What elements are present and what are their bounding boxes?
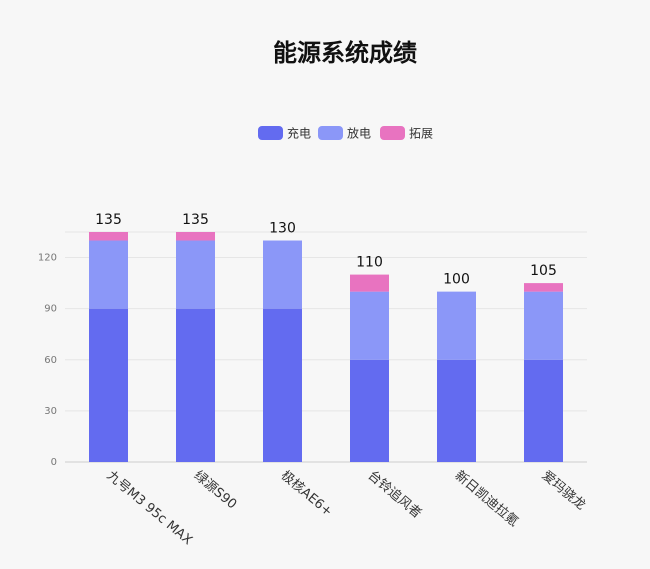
bar-segment bbox=[350, 291, 389, 360]
y-tick-label: 60 bbox=[44, 355, 57, 366]
bar-segment bbox=[437, 359, 476, 462]
bar-segment bbox=[524, 291, 563, 360]
x-tick-label: 新日凯迪拉氪 bbox=[452, 467, 522, 529]
y-tick-label: 30 bbox=[44, 406, 57, 417]
bar-segment bbox=[176, 308, 215, 462]
bar-segment bbox=[89, 308, 128, 462]
legend-label: 充电 bbox=[287, 126, 311, 141]
x-tick-label: 极核AE6+ bbox=[278, 468, 335, 520]
bar-segment bbox=[350, 359, 389, 462]
x-tick-label: 台铃追风者 bbox=[365, 467, 425, 521]
total-label: 105 bbox=[530, 263, 557, 279]
total-label: 135 bbox=[95, 212, 122, 228]
legend-label: 拓展 bbox=[409, 127, 433, 141]
total-label: 135 bbox=[182, 212, 209, 228]
bar-segment bbox=[524, 283, 563, 292]
bar-segment bbox=[89, 240, 128, 309]
bar-segment bbox=[524, 359, 563, 462]
legend-swatch bbox=[380, 126, 405, 140]
legend-label: 放电 bbox=[347, 126, 371, 141]
total-label: 130 bbox=[269, 221, 296, 237]
legend-swatch bbox=[258, 126, 283, 140]
bar-segment bbox=[176, 240, 215, 309]
x-tick-label: 九号M3 95c MAX bbox=[104, 468, 195, 548]
total-label: 100 bbox=[443, 272, 470, 288]
chart-title: 能源系统成绩 bbox=[273, 39, 417, 67]
x-tick-label: 绿源S90 bbox=[191, 468, 240, 512]
bar-segment bbox=[89, 232, 128, 241]
bar-segment bbox=[437, 291, 476, 360]
total-label: 110 bbox=[356, 255, 383, 271]
y-tick-label: 120 bbox=[38, 253, 57, 264]
legend-swatch bbox=[318, 126, 343, 140]
bar-segment bbox=[263, 308, 302, 462]
y-tick-label: 0 bbox=[51, 457, 57, 468]
bar-segment bbox=[263, 240, 302, 309]
x-tick-label: 爱玛骁龙 bbox=[539, 468, 588, 513]
bar-segment bbox=[350, 274, 389, 292]
bar-segment bbox=[176, 232, 215, 241]
y-tick-label: 90 bbox=[44, 304, 57, 315]
